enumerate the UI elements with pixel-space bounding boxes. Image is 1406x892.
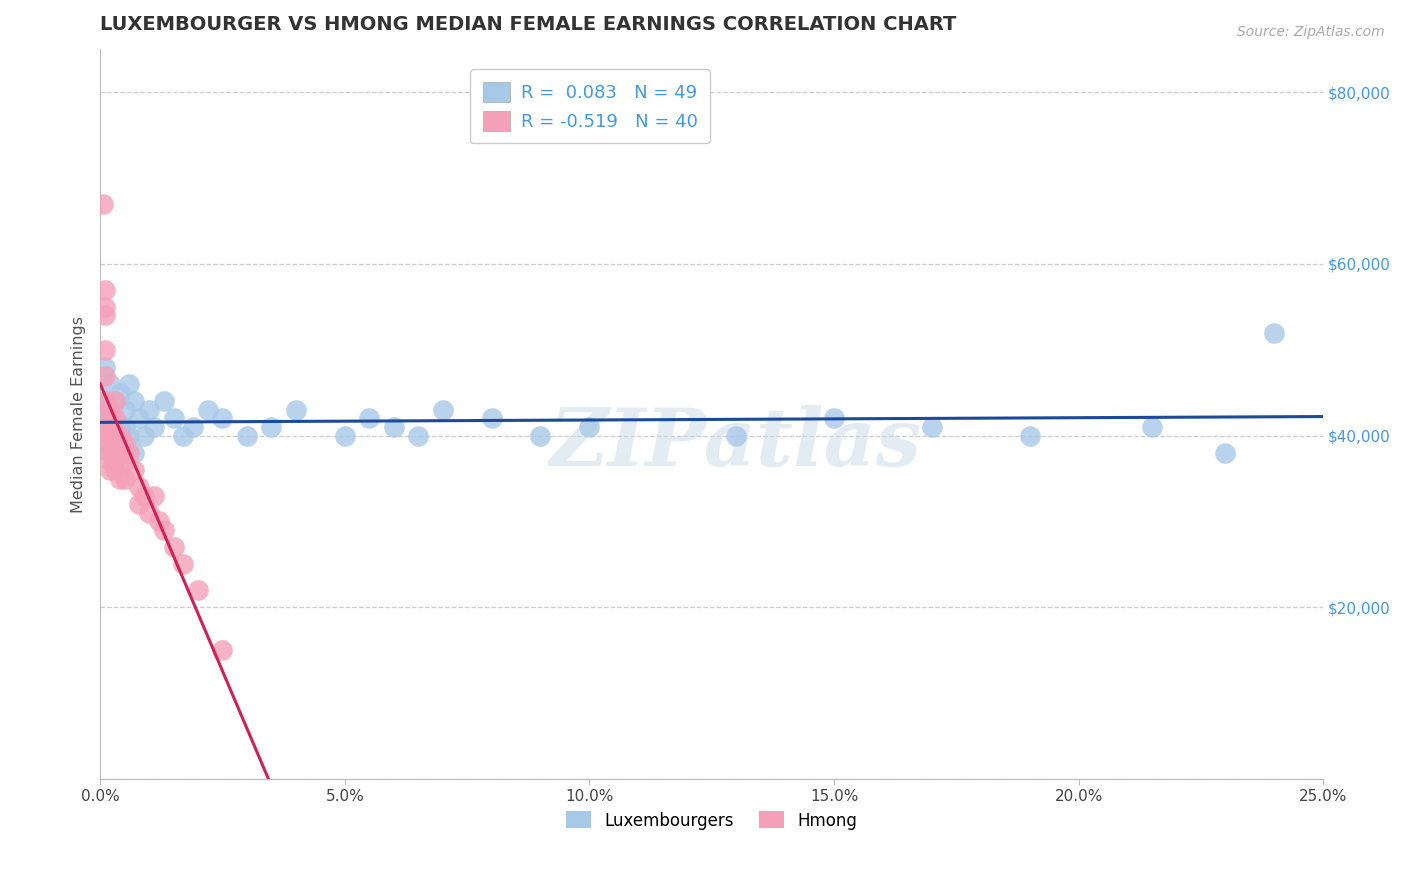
Text: Source: ZipAtlas.com: Source: ZipAtlas.com (1237, 25, 1385, 39)
Point (823, 411, 845, 425)
Point (197, 403, 219, 417)
Point (104, 463, 127, 477)
Point (94, 437, 117, 451)
Point (128, 480, 150, 494)
Point (406, 428, 429, 442)
Point (98, 403, 121, 417)
Point (94, 309, 117, 323)
Point (359, 411, 381, 425)
Point (382, 420, 405, 434)
Point (104, 394, 127, 409)
Point (118, 428, 141, 442)
Point (108, 437, 131, 451)
Point (98, 428, 121, 442)
Point (104, 454, 127, 468)
Point (108, 428, 131, 442)
Point (124, 463, 146, 477)
Point (104, 428, 127, 442)
Point (284, 403, 307, 417)
Point (148, 515, 170, 529)
Text: LUXEMBOURGER VS HMONG MEDIAN FEMALE EARNINGS CORRELATION CHART: LUXEMBOURGER VS HMONG MEDIAN FEMALE EARN… (100, 15, 956, 34)
Point (152, 523, 174, 537)
Point (108, 385, 131, 400)
Point (91, 197, 114, 211)
Point (1215, 446, 1237, 460)
Point (94, 283, 117, 297)
Point (114, 454, 136, 468)
Point (432, 403, 454, 417)
Legend: Luxembourgers, Hmong: Luxembourgers, Hmong (560, 805, 863, 836)
Point (108, 446, 131, 460)
Point (211, 411, 233, 425)
Y-axis label: Median Female Earnings: Median Female Earnings (72, 316, 86, 513)
Point (94, 300, 117, 314)
Point (529, 428, 551, 442)
Point (94, 343, 117, 357)
Point (118, 446, 141, 460)
Point (104, 446, 127, 460)
Point (94, 368, 117, 383)
Point (98, 446, 121, 460)
Point (94, 394, 117, 409)
Point (108, 471, 131, 485)
Point (124, 446, 146, 460)
Point (1263, 326, 1285, 340)
Point (98, 403, 121, 417)
Point (921, 420, 943, 434)
Point (98, 411, 121, 425)
Point (162, 411, 184, 425)
Point (114, 446, 136, 460)
Point (128, 411, 150, 425)
Point (104, 394, 127, 409)
Point (142, 420, 165, 434)
Point (236, 428, 259, 442)
Point (118, 377, 141, 392)
Point (162, 540, 184, 554)
Point (172, 558, 194, 572)
Point (98, 420, 121, 434)
Point (114, 437, 136, 451)
Point (187, 583, 209, 598)
Point (94, 359, 117, 374)
Point (134, 489, 156, 503)
Point (172, 428, 194, 442)
Point (94, 420, 117, 434)
Point (333, 428, 356, 442)
Point (104, 411, 127, 425)
Point (138, 403, 160, 417)
Point (98, 463, 121, 477)
Point (124, 394, 146, 409)
Point (114, 471, 136, 485)
Point (138, 506, 160, 520)
Point (725, 428, 748, 442)
Point (94, 394, 117, 409)
Point (98, 437, 121, 451)
Point (98, 446, 121, 460)
Text: ZIPatlas: ZIPatlas (550, 405, 922, 482)
Point (211, 643, 233, 657)
Point (98, 411, 121, 425)
Point (98, 377, 121, 392)
Point (181, 420, 204, 434)
Point (104, 428, 127, 442)
Point (1140, 420, 1163, 434)
Point (94, 420, 117, 434)
Point (481, 411, 503, 425)
Point (142, 489, 165, 503)
Point (128, 497, 150, 511)
Point (98, 454, 121, 468)
Point (134, 428, 156, 442)
Point (152, 394, 174, 409)
Point (114, 420, 136, 434)
Point (108, 420, 131, 434)
Point (578, 420, 600, 434)
Point (1018, 428, 1040, 442)
Point (114, 403, 136, 417)
Point (260, 420, 283, 434)
